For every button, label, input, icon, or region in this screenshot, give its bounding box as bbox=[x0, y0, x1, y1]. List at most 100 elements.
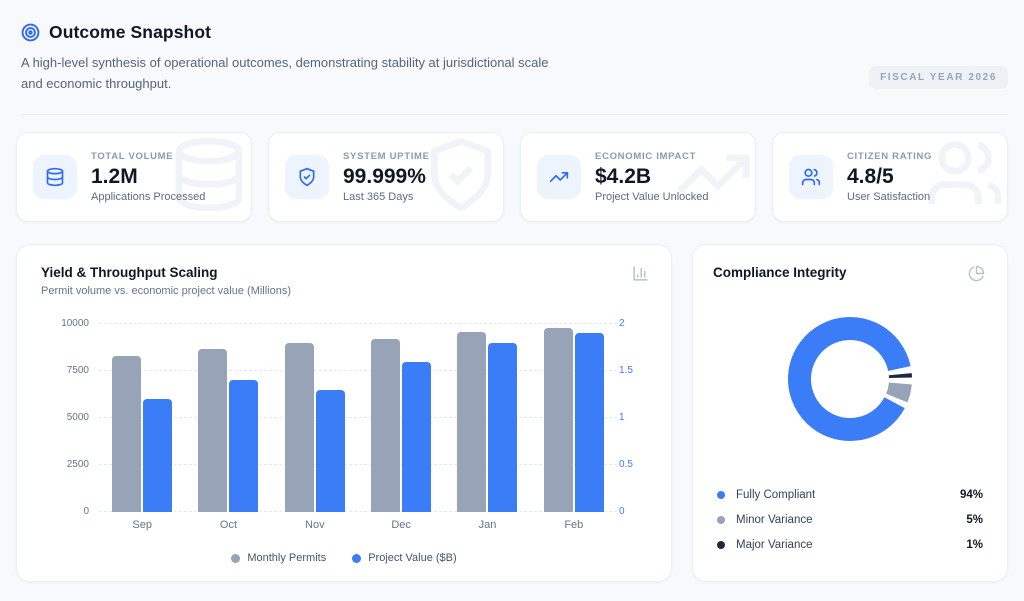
y-axis-tick-left: 10000 bbox=[61, 318, 89, 329]
legend-dot bbox=[352, 553, 362, 563]
stat-label: SYSTEM UPTIME bbox=[343, 151, 430, 162]
y-axis-tick-right: 2 bbox=[619, 318, 625, 329]
legend-value: 1% bbox=[966, 538, 983, 551]
y-axis-tick-left: 7500 bbox=[66, 365, 89, 376]
page-header: Outcome Snapshot A high-level synthesis … bbox=[0, 0, 1024, 115]
stat-caption: Project Value Unlocked bbox=[595, 191, 709, 203]
x-axis-label: Feb bbox=[564, 519, 584, 531]
gridline bbox=[99, 511, 617, 512]
legend-item-project-value-b[interactable]: Project Value ($B) bbox=[352, 552, 457, 564]
bar-monthly-permits bbox=[112, 355, 142, 512]
compliance-donut-chart bbox=[788, 317, 912, 441]
target-icon bbox=[21, 23, 40, 42]
stats-row: TOTAL VOLUME 1.2M Applications Processed… bbox=[16, 132, 1008, 222]
bar-chart-legend: Monthly Permits Project Value ($B) bbox=[41, 552, 647, 564]
stat-value: 4.8/5 bbox=[847, 165, 894, 188]
y-axis-tick-left: 2500 bbox=[66, 459, 89, 470]
bar-group-dec bbox=[358, 324, 444, 512]
compliance-legend-item-major-variance[interactable]: Major Variance 1% bbox=[717, 532, 983, 557]
bar-chart-subtitle: Permit volume vs. economic project value… bbox=[41, 285, 292, 297]
stat-caption: Applications Processed bbox=[91, 191, 206, 203]
legend-dot bbox=[231, 553, 241, 563]
legend-dot bbox=[717, 490, 725, 499]
stat-label: CITIZEN RATING bbox=[847, 151, 933, 162]
stat-card-economic-impact: ECONOMIC IMPACT $4.2B Project Value Unlo… bbox=[520, 132, 756, 222]
users-watermark-icon bbox=[925, 135, 1005, 220]
trending-up-watermark-icon bbox=[673, 135, 753, 220]
bar-project-value-b bbox=[574, 333, 604, 512]
stat-value: 99.999% bbox=[343, 165, 426, 188]
y-axis-tick-right: 1.5 bbox=[619, 365, 633, 376]
bar-chart-panel: Yield & Throughput Scaling Permit volume… bbox=[16, 244, 672, 582]
legend-value: 94% bbox=[959, 488, 983, 501]
bar-project-value-b bbox=[315, 389, 345, 512]
legend-dot bbox=[717, 515, 725, 524]
x-axis-label: Nov bbox=[305, 519, 325, 531]
legend-value: 5% bbox=[966, 513, 983, 526]
database-icon bbox=[33, 155, 77, 199]
stat-card-system-uptime: SYSTEM UPTIME 99.999% Last 365 Days bbox=[268, 132, 504, 222]
stat-caption: Last 365 Days bbox=[343, 191, 414, 203]
bar-chart-icon bbox=[632, 265, 649, 287]
bar-project-value-b bbox=[488, 342, 518, 512]
donut-panel: Compliance Integrity Fully Compliant 94% M… bbox=[692, 244, 1008, 582]
legend-label: Monthly Permits bbox=[247, 552, 327, 564]
stat-label: ECONOMIC IMPACT bbox=[595, 151, 697, 162]
stat-value: 1.2M bbox=[91, 165, 138, 188]
bar-monthly-permits bbox=[198, 349, 228, 512]
bar-group-nov bbox=[272, 324, 358, 512]
shield-check-icon bbox=[285, 155, 329, 199]
y-axis-tick-left: 5000 bbox=[66, 412, 89, 423]
x-axis-label: Sep bbox=[132, 519, 152, 531]
legend-label: Minor Variance bbox=[736, 513, 813, 526]
bar-monthly-permits bbox=[284, 342, 314, 512]
bar-chart-title: Yield & Throughput Scaling bbox=[41, 265, 218, 280]
page-title: Outcome Snapshot bbox=[49, 22, 212, 42]
bar-monthly-permits bbox=[371, 339, 401, 512]
x-axis-label: Dec bbox=[391, 519, 411, 531]
main-row: Yield & Throughput Scaling Permit volume… bbox=[16, 244, 1008, 582]
bar-monthly-permits bbox=[457, 331, 487, 512]
stat-card-citizen-rating: CITIZEN RATING 4.8/5 User Satisfaction bbox=[772, 132, 1008, 222]
stat-value: $4.2B bbox=[595, 165, 652, 188]
bar-chart-plot: 0 0 2500 0.5 5000 1 7500 1.5 10000 2 bbox=[61, 318, 633, 517]
compliance-legend-item-fully-compliant[interactable]: Fully Compliant 94% bbox=[717, 482, 983, 507]
bar-group-jan bbox=[444, 324, 530, 512]
stat-caption: User Satisfaction bbox=[847, 191, 931, 203]
donut-segment-fully-compliant bbox=[788, 317, 911, 441]
legend-item-monthly-permits[interactable]: Monthly Permits bbox=[231, 552, 326, 564]
donut-segment-minor-variance bbox=[885, 382, 912, 403]
fiscal-year-badge: FISCAL YEAR 2026 bbox=[869, 66, 1008, 89]
y-axis-tick-right: 1 bbox=[619, 412, 625, 423]
database-watermark-icon bbox=[169, 135, 249, 220]
bar-group-oct bbox=[185, 324, 271, 512]
bar-project-value-b bbox=[229, 380, 259, 512]
bar-project-value-b bbox=[402, 361, 432, 512]
legend-label: Fully Compliant bbox=[736, 488, 816, 501]
bars-layer bbox=[99, 324, 617, 512]
users-icon bbox=[789, 155, 833, 199]
shield-watermark-icon bbox=[421, 135, 501, 220]
gridline bbox=[99, 417, 617, 418]
donut-title: Compliance Integrity bbox=[713, 265, 847, 280]
trending-up-icon bbox=[537, 155, 581, 199]
bar-group-sep bbox=[99, 324, 185, 512]
bar-group-feb bbox=[531, 324, 617, 512]
legend-label: Major Variance bbox=[736, 538, 813, 551]
header-divider bbox=[21, 114, 1008, 115]
compliance-legend-item-minor-variance[interactable]: Minor Variance 5% bbox=[717, 507, 983, 532]
x-axis-label: Jan bbox=[478, 519, 497, 531]
y-axis-tick-right: 0 bbox=[619, 506, 625, 517]
gridline bbox=[99, 323, 617, 324]
x-axis-labels: Sep Oct Nov Dec Jan Feb bbox=[99, 519, 617, 531]
gridline bbox=[99, 464, 617, 465]
gridline bbox=[99, 370, 617, 371]
stat-label: TOTAL VOLUME bbox=[91, 151, 174, 162]
legend-label: Project Value ($B) bbox=[368, 552, 457, 564]
bar-project-value-b bbox=[143, 399, 173, 512]
legend-dot bbox=[717, 540, 725, 549]
page-subtitle: A high-level synthesis of operational ou… bbox=[21, 55, 549, 91]
x-axis-label: Oct bbox=[219, 519, 238, 531]
donut-legend: Fully Compliant 94% Minor Variance 5% Major … bbox=[717, 482, 983, 557]
y-axis-tick-left: 0 bbox=[83, 506, 89, 517]
